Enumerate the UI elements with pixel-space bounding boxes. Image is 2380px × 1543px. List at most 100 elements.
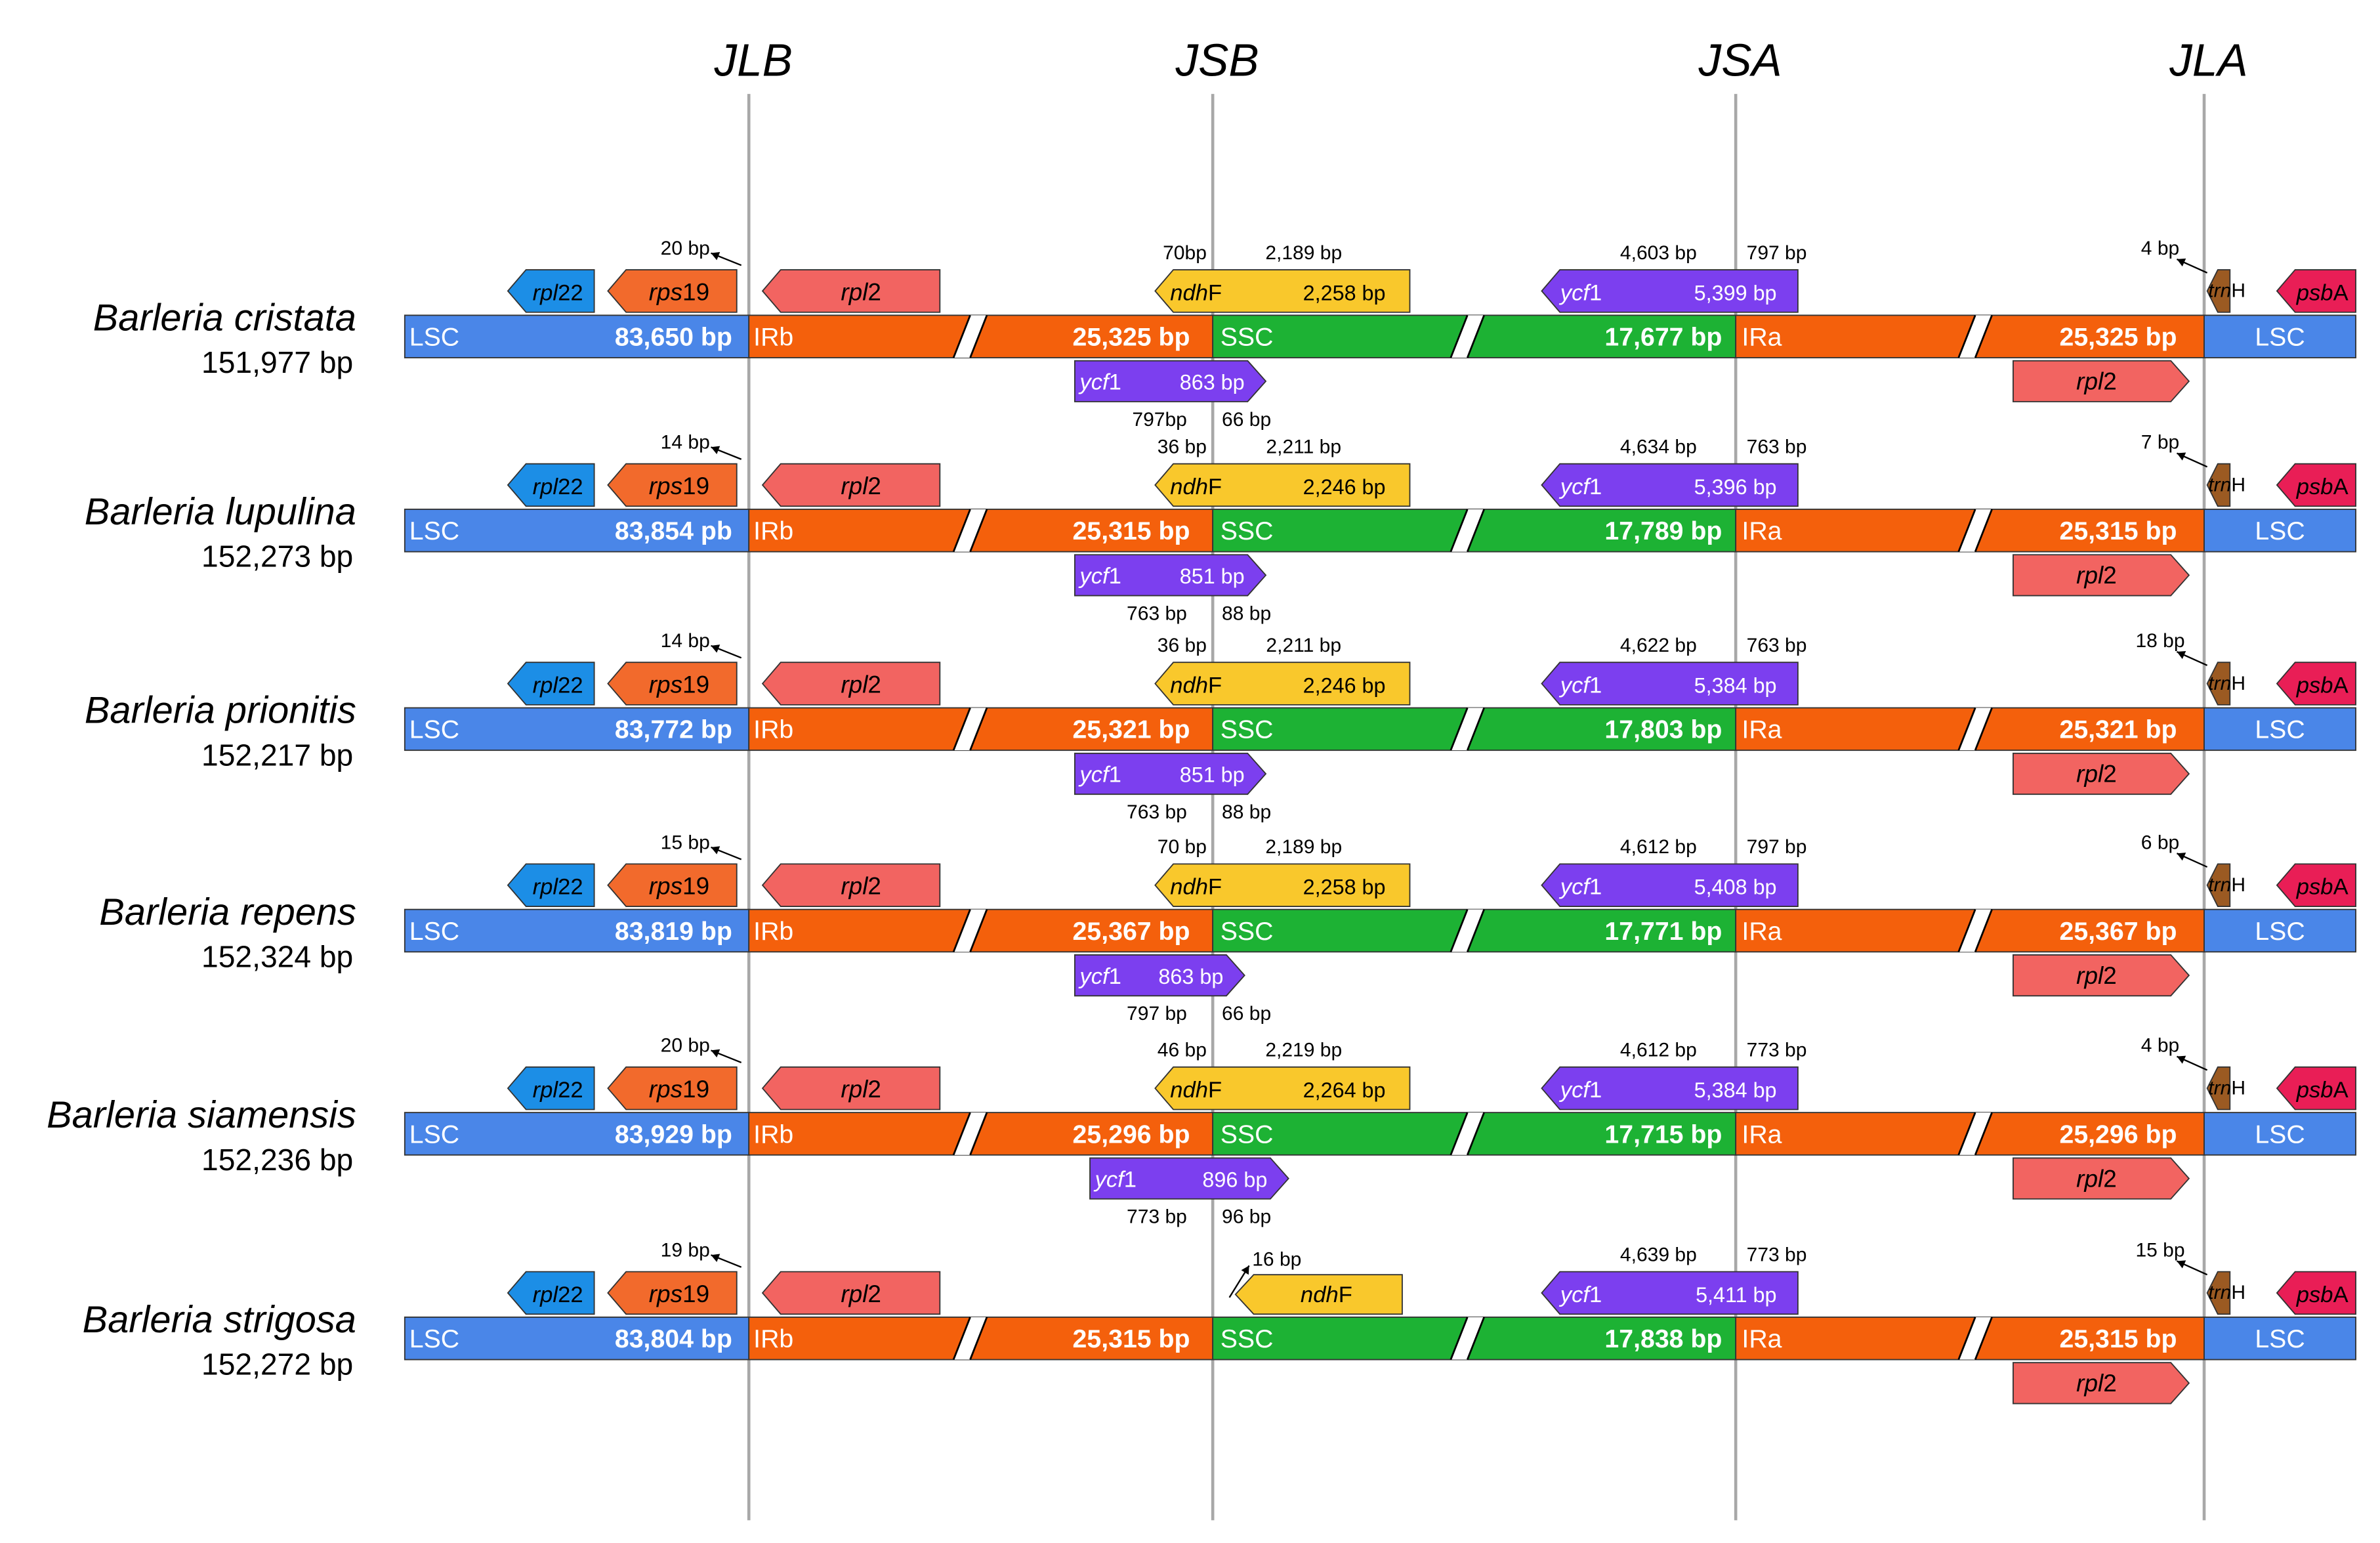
species-4-genome-size: 152,324 bp bbox=[201, 939, 353, 973]
species-3-ycf1-length: 5,384 bp bbox=[1694, 673, 1777, 697]
species-4-rps19-label: rps19 bbox=[649, 873, 709, 900]
species-3-psbA-gene bbox=[2276, 662, 2356, 706]
species-4-psbA-label-suffix: A bbox=[2333, 875, 2349, 900]
species-3-ssc-length: 17,803 bp bbox=[1604, 715, 1722, 744]
species-5-ycf1-copy-label: ycf1 bbox=[1094, 1167, 1137, 1192]
species-1-ycf1-length: 5,399 bp bbox=[1694, 281, 1777, 305]
species-6-ira-break-slash-2 bbox=[1974, 1317, 1993, 1361]
species-6-ndhF-pointer-head bbox=[1241, 1265, 1249, 1275]
species-5-ycf1-label-suffix: 1 bbox=[1589, 1078, 1602, 1103]
species-5-ycf1-gene bbox=[1541, 1066, 1799, 1110]
species-1-ycf1-label-suffix: 1 bbox=[1589, 280, 1602, 305]
species-4-ndhF-label: ndhF bbox=[1170, 875, 1222, 900]
species-2-ndhF-left-overlap: 36 bp bbox=[1158, 436, 1207, 458]
species-2-ycf1-ira-part: 763 bp bbox=[1747, 436, 1807, 458]
species-1-psbA-label: psbA bbox=[2296, 280, 2349, 305]
species-4-ssc-label: SSC bbox=[1221, 917, 1274, 946]
species-1-rpl22-label: rpl22 bbox=[533, 280, 583, 305]
species-2-ndhF-right-length: 2,211 bp bbox=[1266, 436, 1341, 458]
species-6-ira-length: 25,315 bp bbox=[2059, 1324, 2177, 1353]
species-5-irb-length: 25,296 bp bbox=[1073, 1120, 1190, 1149]
species-3-trnH-gene bbox=[2206, 662, 2231, 706]
species-3-ndhF-label-suffix: F bbox=[1208, 673, 1222, 698]
species-1-ira-break-slash-2 bbox=[1974, 314, 1993, 358]
species-6-ssc-break-gap bbox=[1450, 1317, 1484, 1360]
species-2-trnH-gene bbox=[2206, 463, 2231, 507]
species-4-ira-break-gap bbox=[1958, 909, 1992, 952]
species-5-rpl2-irb-label: rpl2 bbox=[841, 1076, 881, 1103]
species-2-ssc-break-slash-1 bbox=[1450, 509, 1469, 553]
species-4-ycf1-length: 5,408 bp bbox=[1694, 876, 1777, 899]
species-6-lsc-left-region bbox=[404, 1316, 750, 1361]
species-2-rpl2-ira-label-italic: rpl bbox=[2076, 562, 2104, 589]
species-2-ssc-break-gap bbox=[1450, 509, 1484, 552]
junction-label-jsb: JSB bbox=[1175, 34, 1259, 85]
species-6-ycf1-label-italic: ycf bbox=[1559, 1282, 1592, 1307]
species-4-trnH-gene bbox=[2206, 863, 2231, 907]
species-5-ycf1-copy-label-suffix: 1 bbox=[1124, 1167, 1137, 1192]
species-2-ycf1-copy-label-suffix: 1 bbox=[1109, 564, 1121, 589]
species-1-ssc-break-slash-2 bbox=[1466, 314, 1485, 358]
species-1-ssc-break-gap bbox=[1450, 315, 1484, 358]
species-5-rps19-gene bbox=[607, 1066, 738, 1110]
species-1-rpl2-ira-label: rpl2 bbox=[2076, 368, 2117, 395]
species-3-ndhF-right-length: 2,211 bp bbox=[1266, 635, 1341, 656]
species-5-ycf1-ssc-part: 4,612 bp bbox=[1620, 1040, 1697, 1061]
species-1-rpl22-label-italic: rpl bbox=[533, 280, 559, 305]
species-2-rpl22-label-italic: rpl bbox=[533, 475, 559, 499]
species-3-ira-break-slash-1 bbox=[1957, 707, 1976, 751]
species-3-rps19-gene bbox=[607, 662, 738, 706]
species-1-ycf1-copy-right: 66 bp bbox=[1222, 409, 1271, 431]
species-2-rpl2-irb-label: rpl2 bbox=[841, 473, 881, 499]
species-1-ira-label: IRa bbox=[1742, 323, 1782, 352]
species-3-trnH-pointer-head bbox=[2177, 650, 2186, 660]
species-4-irb-break-slash-2 bbox=[969, 909, 988, 952]
species-3-rpl22-label: rpl22 bbox=[533, 673, 583, 698]
species-6-rpl22-label-suffix: 22 bbox=[558, 1282, 583, 1307]
species-3-lsc-length: 83,772 bp bbox=[615, 715, 732, 744]
species-1-trnH-pointer-head bbox=[2177, 258, 2186, 266]
species-2-rpl2-irb-gene bbox=[761, 463, 941, 507]
species-2-lsc-right-region bbox=[2203, 509, 2356, 553]
species-4-ira-length: 25,367 bp bbox=[2059, 917, 2177, 946]
species-2-irb-break-gap bbox=[953, 509, 987, 552]
species-6-rps19-overhang: 19 bp bbox=[661, 1240, 710, 1261]
species-1-ycf1-copy-gene bbox=[1074, 360, 1267, 402]
species-4-ndhF-right-length: 2,189 bp bbox=[1265, 836, 1342, 858]
species-3-ira-label: IRa bbox=[1742, 715, 1782, 744]
species-5-ndhF-gene bbox=[1154, 1066, 1411, 1110]
species-3-ycf1-gene bbox=[1541, 662, 1799, 706]
species-3-ycf1-copy-label-italic: ycf bbox=[1078, 763, 1111, 788]
species-5-rps19-overhang: 20 bp bbox=[661, 1035, 710, 1057]
species-3-rpl2-ira-label-suffix: 2 bbox=[2103, 761, 2117, 788]
species-4-lsc-right-label: LSC bbox=[2255, 917, 2305, 946]
species-4-ycf1-ssc-part: 4,612 bp bbox=[1620, 836, 1697, 858]
species-6-lsc-left-label: LSC bbox=[409, 1324, 459, 1353]
species-4-rps19-pointer-head bbox=[711, 846, 720, 855]
species-1-rps19-label-italic: rps bbox=[649, 278, 682, 305]
species-1-ycf1-copy-length: 863 bp bbox=[1180, 371, 1245, 394]
species-4-lsc-right-region bbox=[2203, 908, 2356, 953]
species-4-rps19-label-suffix: 19 bbox=[682, 873, 709, 900]
species-2-rps19-label-italic: rps bbox=[649, 473, 682, 499]
species-5-irb-label: IRb bbox=[753, 1120, 793, 1149]
species-1-ycf1-copy-label-suffix: 1 bbox=[1109, 370, 1121, 395]
species-3-ycf1-ira-part: 763 bp bbox=[1747, 635, 1807, 656]
species-5-ira-label: IRa bbox=[1742, 1120, 1782, 1149]
species-6-ira-break-gap bbox=[1958, 1317, 1992, 1360]
species-2-ycf1-copy-left: 763 bp bbox=[1127, 603, 1187, 625]
species-5-ndhF-left-overlap: 46 bp bbox=[1158, 1040, 1207, 1061]
species-5-ssc-label: SSC bbox=[1221, 1120, 1274, 1149]
species-4-ssc-break-gap bbox=[1450, 909, 1484, 952]
species-3-ndhF-label: ndhF bbox=[1170, 673, 1222, 698]
species-6-lsc-right-region bbox=[2203, 1316, 2356, 1361]
species-1-rps19-label-suffix: 19 bbox=[682, 278, 709, 305]
species-3-genome-size: 152,217 bp bbox=[201, 738, 353, 772]
species-3-ycf1-label: ycf1 bbox=[1559, 673, 1602, 698]
species-4-rps19-overhang: 15 bp bbox=[661, 832, 710, 853]
species-6-trnH-label: trnH bbox=[2208, 1282, 2245, 1303]
species-3-irb-break-slash-2 bbox=[969, 707, 988, 751]
species-6-trnH-gap: 15 bp bbox=[2135, 1240, 2184, 1261]
species-5-ycf1-length: 5,384 bp bbox=[1694, 1078, 1777, 1102]
species-2-rpl2-irb-label-suffix: 2 bbox=[867, 473, 881, 499]
